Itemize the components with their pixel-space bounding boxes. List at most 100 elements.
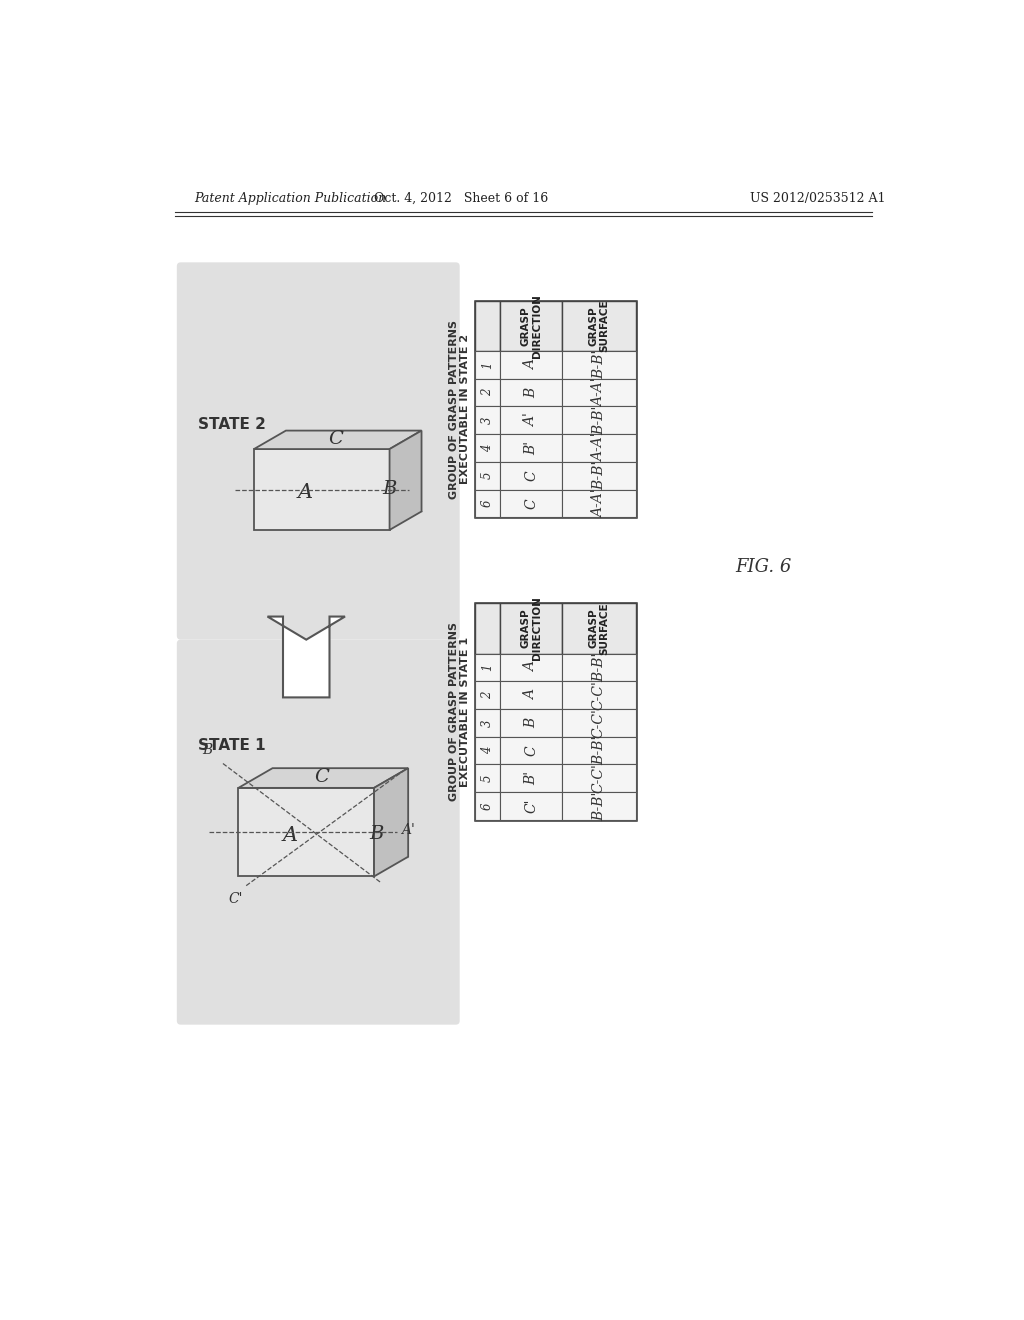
Bar — [475, 737, 500, 764]
Polygon shape — [374, 768, 409, 876]
Text: C': C' — [524, 799, 538, 813]
Text: C': C' — [228, 892, 243, 906]
Text: B-B': B-B' — [592, 405, 606, 434]
Bar — [500, 462, 562, 490]
Text: B-B': B-B' — [592, 735, 606, 766]
Bar — [475, 603, 500, 653]
Text: C: C — [524, 498, 538, 508]
Text: A-A': A-A' — [592, 433, 606, 462]
Text: GROUP OF GRASP PATTERNS
EXECUTABLE IN STATE 1: GROUP OF GRASP PATTERNS EXECUTABLE IN ST… — [449, 622, 470, 801]
Bar — [562, 351, 636, 379]
Text: B-B': B-B' — [592, 350, 606, 379]
Text: 5: 5 — [481, 775, 495, 781]
Bar — [500, 653, 562, 681]
Text: C: C — [524, 746, 538, 756]
Text: Oct. 4, 2012   Sheet 6 of 16: Oct. 4, 2012 Sheet 6 of 16 — [374, 191, 549, 205]
Bar — [500, 764, 562, 792]
Bar — [562, 379, 636, 407]
Bar — [562, 764, 636, 792]
Bar — [562, 792, 636, 820]
Bar — [475, 792, 500, 820]
Text: C-C': C-C' — [592, 680, 606, 710]
Text: 4: 4 — [481, 747, 495, 754]
Text: STATE 1: STATE 1 — [198, 738, 265, 752]
Text: B: B — [524, 387, 538, 397]
Text: A': A' — [524, 413, 538, 428]
FancyBboxPatch shape — [177, 263, 460, 640]
Text: STATE 2: STATE 2 — [198, 417, 265, 432]
Bar — [500, 434, 562, 462]
Bar — [500, 603, 562, 653]
Text: B': B' — [524, 441, 538, 455]
Bar — [500, 737, 562, 764]
Text: 1: 1 — [481, 664, 495, 671]
Bar — [500, 490, 562, 517]
Bar — [562, 490, 636, 517]
Text: C: C — [328, 430, 343, 449]
Bar — [475, 603, 636, 820]
Text: B: B — [370, 825, 384, 842]
Text: 2: 2 — [481, 388, 495, 396]
Bar — [562, 301, 636, 351]
Bar — [475, 407, 500, 434]
Text: GRASP
DIRECTION: GRASP DIRECTION — [520, 597, 542, 660]
Text: A': A' — [401, 822, 415, 837]
Polygon shape — [267, 616, 345, 697]
Polygon shape — [239, 788, 374, 876]
Text: 3: 3 — [481, 416, 495, 424]
Bar — [475, 764, 500, 792]
Text: A: A — [283, 826, 298, 845]
Bar — [562, 434, 636, 462]
Bar — [562, 653, 636, 681]
Text: B: B — [382, 480, 396, 499]
Text: GROUP OF GRASP PATTERNS
EXECUTABLE IN STATE 2: GROUP OF GRASP PATTERNS EXECUTABLE IN ST… — [449, 319, 470, 499]
Text: FIG. 6: FIG. 6 — [735, 557, 792, 576]
Text: 2: 2 — [481, 692, 495, 698]
Text: 1: 1 — [481, 360, 495, 368]
Text: A-A': A-A' — [592, 378, 606, 407]
Bar — [562, 709, 636, 737]
Bar — [500, 351, 562, 379]
Polygon shape — [239, 768, 409, 788]
Text: GRASP
SURFACE: GRASP SURFACE — [588, 300, 609, 352]
Polygon shape — [389, 430, 422, 529]
Bar — [562, 407, 636, 434]
Polygon shape — [254, 449, 389, 529]
Bar — [475, 490, 500, 517]
Text: A: A — [524, 690, 538, 700]
Bar — [475, 434, 500, 462]
Text: US 2012/0253512 A1: US 2012/0253512 A1 — [750, 191, 886, 205]
Bar — [475, 351, 500, 379]
Text: B': B' — [524, 771, 538, 785]
Text: 4: 4 — [481, 444, 495, 451]
Text: A: A — [298, 483, 313, 502]
Text: B-B': B-B' — [592, 652, 606, 682]
Bar — [475, 379, 500, 407]
Text: 6: 6 — [481, 803, 495, 809]
Bar — [475, 653, 500, 681]
Text: A: A — [524, 360, 538, 370]
Text: 5: 5 — [481, 471, 495, 479]
Text: B-B': B-B' — [592, 461, 606, 490]
FancyBboxPatch shape — [177, 640, 460, 1024]
Text: C: C — [314, 768, 329, 785]
Bar — [475, 301, 636, 517]
Polygon shape — [254, 430, 422, 449]
Text: C-C': C-C' — [592, 763, 606, 793]
Text: B': B' — [203, 743, 217, 758]
Text: C-C': C-C' — [592, 708, 606, 738]
Bar — [562, 462, 636, 490]
Bar — [475, 301, 500, 351]
Text: 6: 6 — [481, 499, 495, 507]
Bar — [562, 681, 636, 709]
Text: GRASP
DIRECTION: GRASP DIRECTION — [520, 294, 542, 358]
Text: B-B': B-B' — [592, 791, 606, 821]
Bar — [500, 792, 562, 820]
Bar — [475, 681, 500, 709]
Text: A: A — [524, 663, 538, 672]
Bar — [562, 603, 636, 653]
Bar — [475, 462, 500, 490]
Text: B: B — [524, 718, 538, 727]
Text: A-A': A-A' — [592, 488, 606, 517]
Bar — [500, 379, 562, 407]
